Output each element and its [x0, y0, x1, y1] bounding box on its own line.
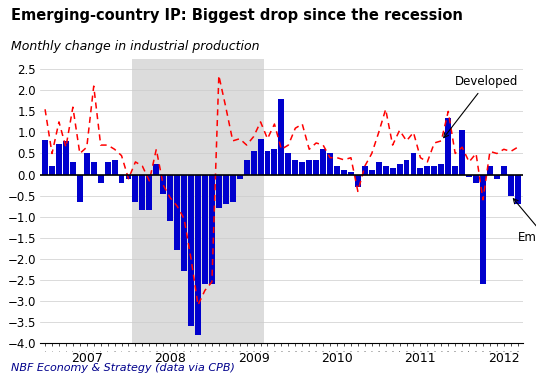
Bar [390, 168, 396, 175]
Bar [167, 175, 173, 221]
Bar [42, 140, 48, 175]
Text: 2012: 2012 [488, 352, 519, 365]
Bar [174, 175, 180, 251]
Bar [63, 141, 69, 175]
Bar [383, 166, 389, 175]
Bar [411, 153, 416, 175]
Bar [153, 164, 159, 175]
Bar [216, 175, 222, 208]
Bar [452, 166, 458, 175]
Bar [473, 175, 479, 183]
Bar [515, 175, 520, 204]
Text: Developed: Developed [444, 75, 518, 138]
Bar [146, 175, 152, 210]
Bar [139, 175, 145, 210]
Bar [320, 149, 326, 175]
Bar [334, 166, 340, 175]
Text: Emerging-country IP: Biggest drop since the recession: Emerging-country IP: Biggest drop since … [11, 8, 463, 23]
Bar [49, 166, 55, 175]
Bar [181, 175, 187, 271]
Bar [306, 160, 312, 175]
Bar [404, 160, 410, 175]
Text: 2010: 2010 [321, 352, 353, 365]
Bar [425, 166, 430, 175]
Bar [355, 175, 361, 187]
Bar [251, 151, 257, 175]
Bar [397, 164, 403, 175]
Bar [265, 151, 271, 175]
Bar [188, 175, 194, 326]
Bar [494, 175, 500, 179]
Bar [202, 175, 208, 284]
Bar [459, 130, 465, 175]
Bar [376, 162, 382, 175]
Bar [327, 153, 333, 175]
Bar [77, 175, 83, 202]
Bar [480, 175, 486, 284]
Text: 2011: 2011 [405, 352, 436, 365]
Bar [237, 175, 243, 179]
Bar [258, 139, 264, 175]
Bar [132, 59, 264, 343]
Bar [84, 153, 90, 175]
Bar [244, 160, 250, 175]
Bar [209, 175, 215, 284]
Bar [230, 175, 236, 202]
Bar [431, 166, 437, 175]
Bar [132, 175, 138, 202]
Bar [369, 170, 375, 175]
Bar [418, 168, 423, 175]
Bar [299, 162, 305, 175]
Bar [341, 170, 347, 175]
Bar [501, 166, 507, 175]
Bar [70, 162, 76, 175]
Bar [466, 175, 472, 177]
Bar [91, 162, 96, 175]
Bar [438, 164, 444, 175]
Bar [118, 175, 124, 183]
Text: Monthly change in industrial production: Monthly change in industrial production [11, 40, 259, 53]
Bar [285, 153, 291, 175]
Bar [445, 118, 451, 175]
Bar [487, 166, 493, 175]
Bar [105, 162, 110, 175]
Bar [223, 175, 229, 204]
Bar [508, 175, 513, 196]
Text: 2007: 2007 [71, 352, 103, 365]
Text: 2009: 2009 [238, 352, 270, 365]
Bar [160, 175, 166, 194]
Bar [56, 144, 62, 175]
Bar [111, 160, 117, 175]
Bar [272, 149, 278, 175]
Bar [313, 160, 319, 175]
Text: Emerging: Emerging [513, 199, 536, 244]
Text: 2008: 2008 [154, 352, 186, 365]
Bar [98, 175, 103, 183]
Bar [278, 99, 285, 175]
Bar [125, 175, 131, 179]
Bar [362, 166, 368, 175]
Bar [292, 160, 298, 175]
Bar [195, 175, 201, 335]
Bar [348, 172, 354, 175]
Text: NBF Economy & Strategy (data via CPB): NBF Economy & Strategy (data via CPB) [11, 363, 235, 373]
